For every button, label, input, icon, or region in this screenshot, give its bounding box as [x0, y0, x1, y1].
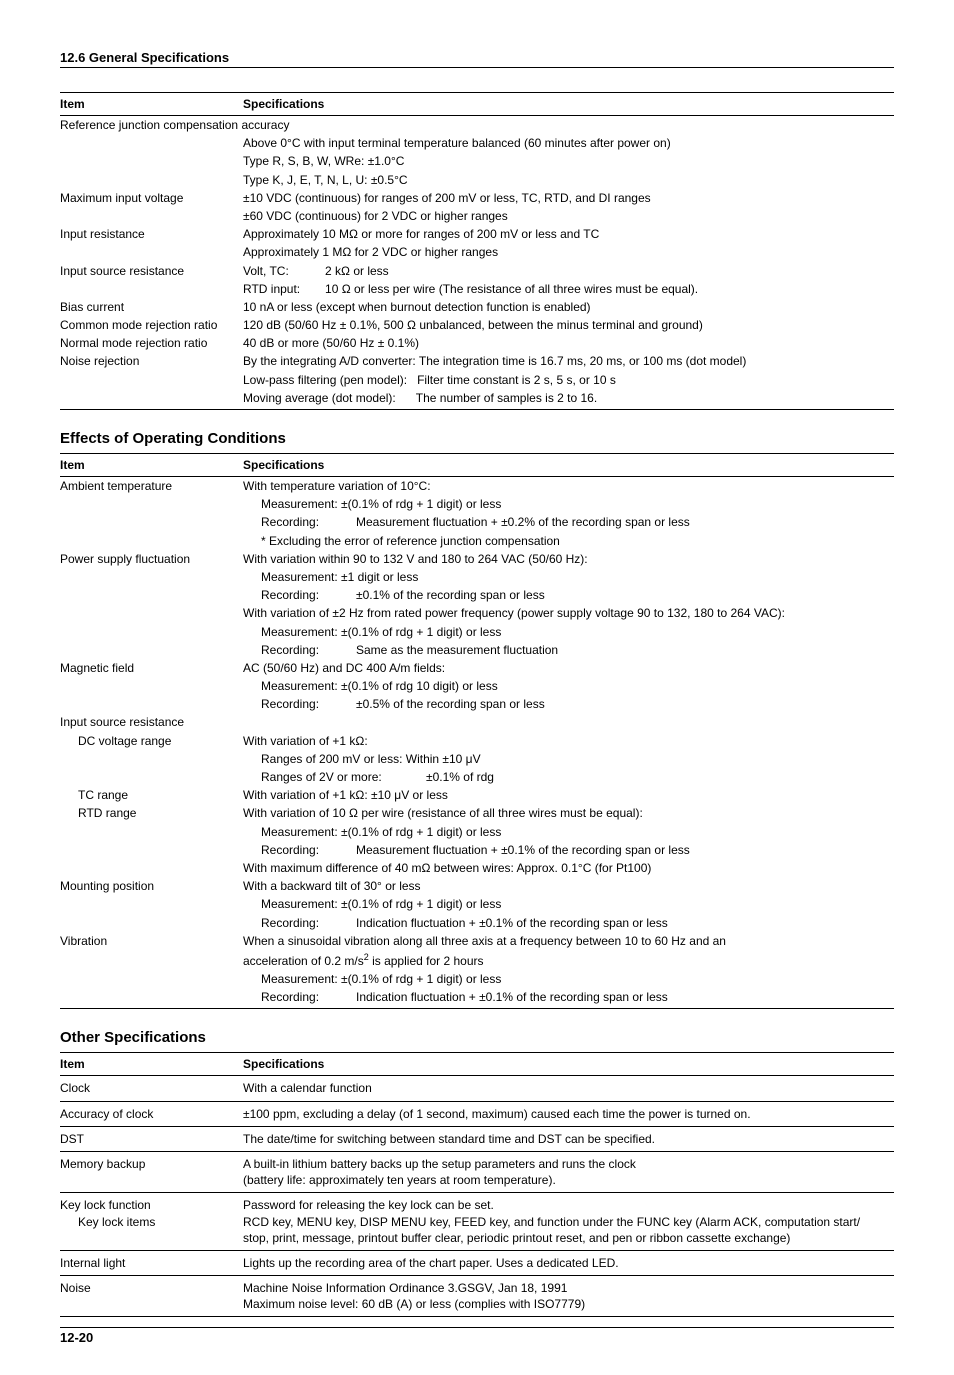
nr-l3: Moving average (dot model): The number o…	[243, 389, 894, 410]
psf-l5: Measurement: ±(0.1% of rdg + 1 digit) or…	[243, 623, 894, 641]
mp-l1: With a backward tilt of 30° or less	[243, 877, 894, 895]
vib-item: Vibration	[60, 932, 243, 950]
at-l4: * Excluding the error of reference junct…	[243, 532, 894, 550]
klf-item: Key lock functionKey lock items	[60, 1193, 243, 1251]
mp-l3: Recording:Indication fluctuation + ±0.1%…	[243, 914, 894, 932]
nmrr-item: Normal mode rejection ratio	[60, 334, 243, 352]
klf-l1: Password for releasing the key lock can …	[243, 1193, 894, 1251]
nr-item: Noise rejection	[60, 352, 243, 370]
tc-item: TC range	[60, 786, 243, 804]
rjc-item: Reference junction compensation accuracy	[60, 116, 894, 135]
section-effects: Effects of Operating Conditions	[60, 430, 894, 447]
isr2-item: Input source resistance	[60, 713, 243, 731]
cmrr-l1: 120 dB (50/60 Hz ± 0.1%, 500 Ω unbalance…	[243, 316, 894, 334]
mf-item: Magnetic field	[60, 659, 243, 677]
noise-item: Noise	[60, 1276, 243, 1316]
ir-l1: Approximately 10 MΩ or more for ranges o…	[243, 225, 894, 243]
col-item: Item	[60, 1053, 243, 1076]
miv-item: Maximum input voltage	[60, 189, 243, 207]
vib-l3: Recording:Indication fluctuation + ±0.1%…	[243, 988, 894, 1009]
spec-table-2: Item Specifications Ambient temperatureW…	[60, 453, 894, 1009]
col-item: Item	[60, 93, 243, 116]
nr-l2: Low-pass filtering (pen model): Filter t…	[243, 371, 894, 389]
clock-item: Clock	[60, 1076, 243, 1101]
il-item: Internal light	[60, 1250, 243, 1275]
dcv-l2: Ranges of 200 mV or less: Within ±10 μV	[243, 750, 894, 768]
psf-l1: With variation within 90 to 132 V and 18…	[243, 550, 894, 568]
mp-item: Mounting position	[60, 877, 243, 895]
rtd-item: RTD range	[60, 804, 243, 822]
rjc-l3: Type K, J, E, T, N, L, U: ±0.5°C	[243, 171, 894, 189]
rtd-l4: With maximum difference of 40 mΩ between…	[243, 859, 894, 877]
col-item: Item	[60, 454, 243, 477]
rjc-l2: Type R, S, B, W, WRe: ±1.0°C	[243, 152, 894, 170]
dst-l1: The date/time for switching between stan…	[243, 1126, 894, 1151]
miv-l2: ±60 VDC (continuous) for 2 VDC or higher…	[243, 207, 894, 225]
page-footer: 12-20	[60, 1327, 894, 1345]
vib-l1b: acceleration of 0.2 m/s2 is applied for …	[243, 950, 894, 970]
psf-l3: Recording:±0.1% of the recording span or…	[243, 586, 894, 604]
spec-table-1: Item Specifications Reference junction c…	[60, 92, 894, 410]
mf-l3: Recording:±0.5% of the recording span or…	[243, 695, 894, 713]
at-l3: Recording:Measurement fluctuation + ±0.2…	[243, 513, 894, 531]
psf-l2: Measurement: ±1 digit or less	[243, 568, 894, 586]
dcv-item: DC voltage range	[60, 732, 243, 750]
dcv-l3: Ranges of 2V or more:±0.1% of rdg	[243, 768, 894, 786]
mp-l2: Measurement: ±(0.1% of rdg + 1 digit) or…	[243, 895, 894, 913]
ir-item: Input resistance	[60, 225, 243, 243]
page-header: 12.6 General Specifications	[60, 50, 894, 68]
col-spec: Specifications	[243, 454, 894, 477]
col-spec: Specifications	[243, 93, 894, 116]
mf-l1: AC (50/60 Hz) and DC 400 A/m fields:	[243, 659, 894, 677]
rjc-l1: Above 0°C with input terminal temperatur…	[243, 134, 894, 152]
aoc-l1: ±100 ppm, excluding a delay (of 1 second…	[243, 1101, 894, 1126]
clock-l1: With a calendar function	[243, 1076, 894, 1101]
rtd-l2: Measurement: ±(0.1% of rdg + 1 digit) or…	[243, 823, 894, 841]
section-other: Other Specifications	[60, 1029, 894, 1046]
rtd-l3: Recording:Measurement fluctuation + ±0.1…	[243, 841, 894, 859]
rtd-l1: With variation of 10 Ω per wire (resista…	[243, 804, 894, 822]
isr-a: Volt, TC: 2 kΩ or less	[243, 262, 894, 280]
mb-item: Memory backup	[60, 1152, 243, 1193]
nmrr-l1: 40 dB or more (50/60 Hz ± 0.1%)	[243, 334, 894, 352]
tc-l1: With variation of +1 kΩ: ±10 μV or less	[243, 786, 894, 804]
isr-b: RTD input: 10 Ω or less per wire (The re…	[243, 280, 894, 298]
ir-l2: Approximately 1 MΩ for 2 VDC or higher r…	[243, 243, 894, 261]
vib-l2: Measurement: ±(0.1% of rdg + 1 digit) or…	[243, 970, 894, 988]
nr-l1: By the integrating A/D converter: The in…	[243, 352, 894, 370]
at-item: Ambient temperature	[60, 477, 243, 496]
aoc-item: Accuracy of clock	[60, 1101, 243, 1126]
psf-item: Power supply fluctuation	[60, 550, 243, 568]
vib-l1: When a sinusoidal vibration along all th…	[243, 932, 894, 950]
il-l1: Lights up the recording area of the char…	[243, 1250, 894, 1275]
bias-l1: 10 nA or less (except when burnout detec…	[243, 298, 894, 316]
dcv-l1: With variation of +1 kΩ:	[243, 732, 894, 750]
mf-l2: Measurement: ±(0.1% of rdg 10 digit) or …	[243, 677, 894, 695]
psf-l4: With variation of ±2 Hz from rated power…	[243, 604, 894, 622]
psf-l6: Recording:Same as the measurement fluctu…	[243, 641, 894, 659]
at-l1: With temperature variation of 10°C:	[243, 477, 894, 496]
miv-l1: ±10 VDC (continuous) for ranges of 200 m…	[243, 189, 894, 207]
spec-table-3: Item Specifications ClockWith a calendar…	[60, 1052, 894, 1316]
isr-item: Input source resistance	[60, 262, 243, 280]
mb-l1: A built-in lithium battery backs up the …	[243, 1152, 894, 1193]
cmrr-item: Common mode rejection ratio	[60, 316, 243, 334]
noise-l1: Machine Noise Information Ordinance 3.GS…	[243, 1276, 894, 1316]
at-l2: Measurement: ±(0.1% of rdg + 1 digit) or…	[243, 495, 894, 513]
bias-item: Bias current	[60, 298, 243, 316]
dst-item: DST	[60, 1126, 243, 1151]
col-spec: Specifications	[243, 1053, 894, 1076]
